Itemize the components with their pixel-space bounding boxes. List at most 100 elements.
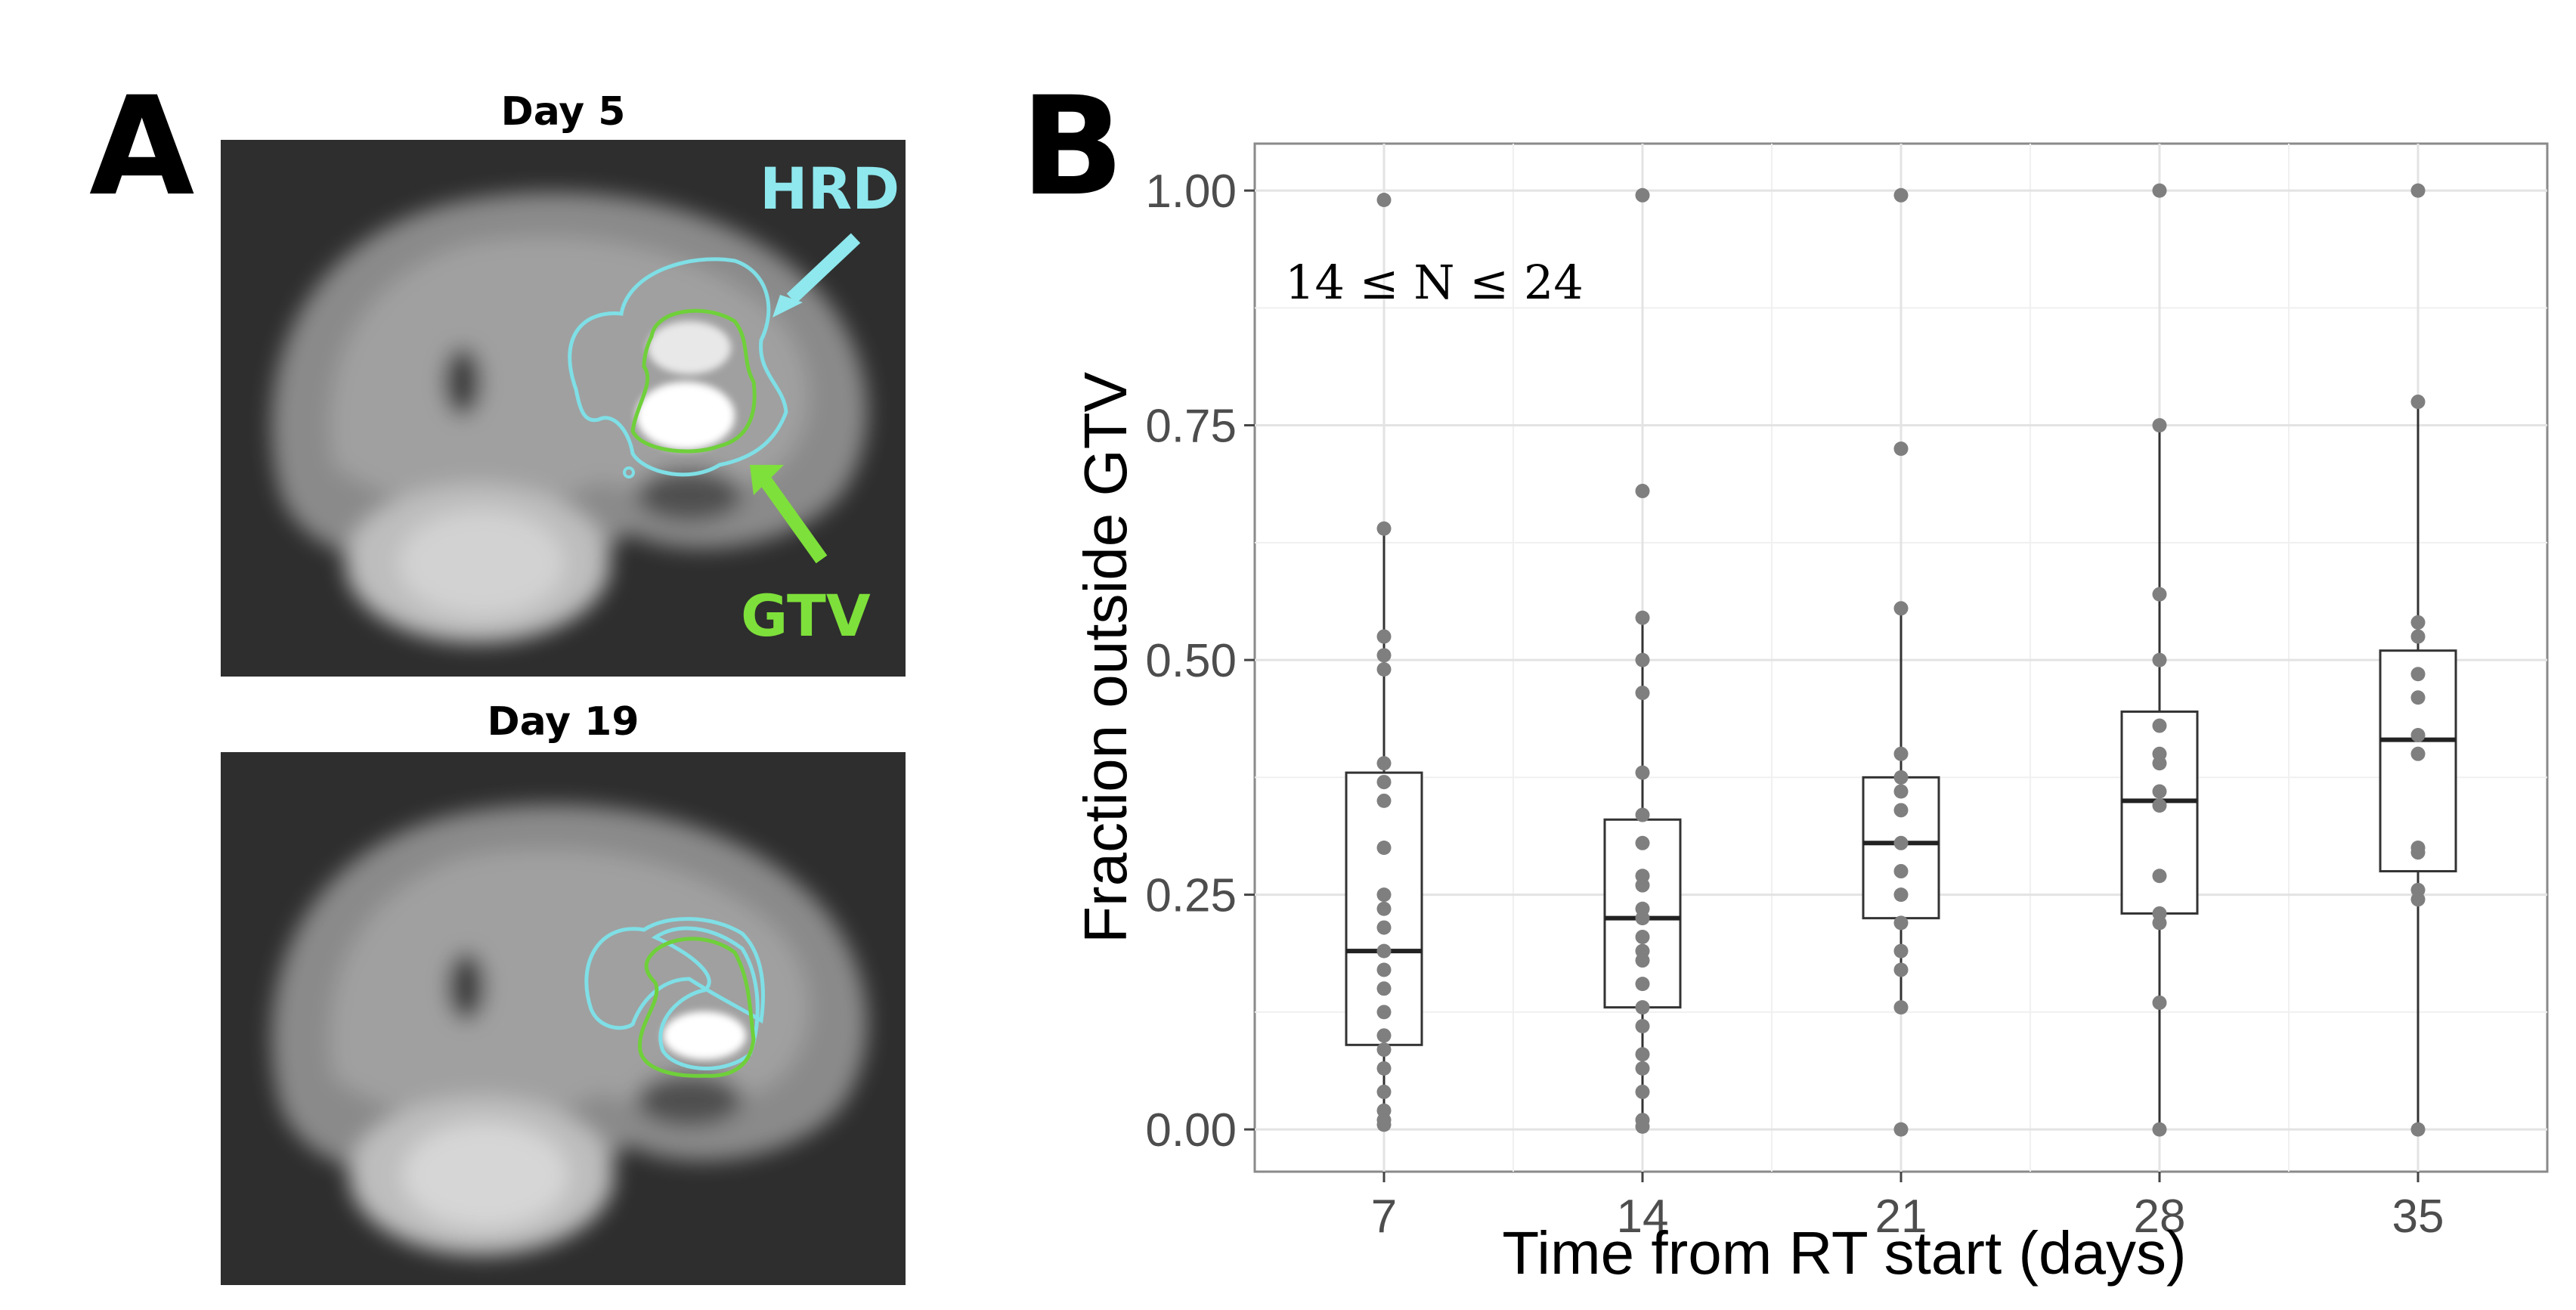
data-point	[1376, 193, 1392, 208]
data-points	[1376, 183, 2426, 1137]
data-point	[1635, 1084, 1650, 1099]
data-point	[1376, 662, 1392, 677]
data-point	[2152, 183, 2167, 198]
y-tick-label: 0.25	[1145, 870, 1237, 922]
x-tick-label: 21	[1875, 1191, 1927, 1243]
data-point	[2152, 869, 2167, 884]
data-point	[1376, 521, 1392, 536]
data-point	[2410, 746, 2426, 761]
data-point	[1893, 770, 1909, 785]
data-point	[1893, 962, 1909, 977]
data-point	[2152, 915, 2167, 931]
x-axis: 7 14 21 28 35	[1371, 1172, 2444, 1243]
x-tick-label: 7	[1371, 1191, 1397, 1243]
data-point	[2410, 667, 2426, 682]
data-point	[2410, 727, 2426, 742]
data-point	[1376, 1117, 1392, 1132]
data-point	[1893, 746, 1909, 761]
mri-scan-day-5	[221, 140, 906, 677]
data-point	[1376, 756, 1392, 771]
x-tick-label: 14	[1617, 1191, 1669, 1243]
data-point	[1635, 484, 1650, 499]
scan-title-day-5: Day 5	[500, 89, 626, 135]
data-point	[1635, 1061, 1650, 1076]
data-point	[1376, 962, 1392, 977]
data-point	[1893, 943, 1909, 958]
data-point	[1635, 686, 1650, 701]
data-point	[1635, 1047, 1650, 1062]
box-plot-chart: 0.00 0.25 0.50 0.75 1.00 7 14 21 28 35 14 ≤ N ≤ …	[1072, 142, 2549, 1287]
x-axis-label: Time from RT start (days)	[1502, 1219, 2186, 1287]
mri-scan-day-19	[221, 752, 906, 1285]
data-point	[1635, 610, 1650, 625]
panel-a-letter: A	[89, 68, 195, 226]
data-point	[1893, 835, 1909, 850]
data-point	[2410, 183, 2426, 198]
data-point	[2152, 784, 2167, 799]
data-point	[1635, 835, 1650, 850]
data-point	[1376, 920, 1392, 935]
data-point	[1635, 807, 1650, 822]
data-point	[1893, 803, 1909, 818]
data-point	[1635, 878, 1650, 893]
data-point	[2152, 418, 2167, 433]
data-point	[1376, 901, 1392, 916]
data-point	[1376, 629, 1392, 644]
panel-b-letter: B	[1020, 68, 1125, 226]
data-point	[1893, 187, 1909, 203]
y-tick-label: 1.00	[1145, 166, 1237, 218]
data-point	[2410, 690, 2426, 705]
data-point	[1376, 943, 1392, 958]
data-point	[1376, 1084, 1392, 1099]
data-point	[1376, 1005, 1392, 1020]
data-point	[1376, 793, 1392, 808]
data-point	[1376, 775, 1392, 790]
data-point	[1376, 841, 1392, 856]
data-point	[2152, 587, 2167, 602]
data-point	[2152, 756, 2167, 771]
hrd-annotation: HRD	[760, 155, 900, 222]
data-point	[1635, 911, 1650, 926]
sample-size-annotation: 14 ≤ N ≤ 24	[1285, 255, 1584, 310]
y-axis-label: Fraction outside GTV	[1072, 371, 1139, 943]
y-tick-label: 0.00	[1145, 1104, 1237, 1157]
data-point	[2410, 395, 2426, 410]
gtv-annotation: GTV	[741, 582, 871, 649]
data-point	[2410, 845, 2426, 860]
data-point	[2152, 798, 2167, 813]
data-point	[1635, 953, 1650, 968]
data-point	[1376, 1042, 1392, 1058]
data-point	[1893, 601, 1909, 616]
scan-title-day-19: Day 19	[487, 699, 639, 745]
y-tick-label: 0.50	[1145, 635, 1237, 687]
data-point	[1376, 648, 1392, 663]
data-point	[1376, 1061, 1392, 1076]
data-point	[1635, 929, 1650, 944]
data-point	[1635, 1000, 1650, 1015]
data-point	[1376, 887, 1392, 903]
data-point	[2410, 615, 2426, 630]
data-point	[1893, 784, 1909, 799]
data-point	[1635, 765, 1650, 780]
data-point	[1635, 977, 1650, 992]
data-point	[2152, 718, 2167, 733]
data-point	[2410, 892, 2426, 907]
data-point	[2152, 995, 2167, 1010]
x-tick-label: 28	[2134, 1191, 2186, 1243]
data-point	[2410, 1122, 2426, 1137]
x-tick-label: 35	[2392, 1191, 2444, 1243]
data-point	[1635, 187, 1650, 203]
data-point	[1893, 1122, 1909, 1137]
data-point	[1376, 1028, 1392, 1043]
data-point	[2152, 1122, 2167, 1137]
data-point	[1893, 887, 1909, 903]
data-point	[1893, 441, 1909, 457]
data-point	[1376, 981, 1392, 996]
data-point	[1893, 1000, 1909, 1015]
data-point	[2152, 652, 2167, 667]
data-point	[1635, 1018, 1650, 1033]
y-axis: 0.00 0.25 0.50 0.75 1.00	[1145, 166, 1255, 1157]
data-point	[1893, 915, 1909, 931]
y-tick-label: 0.75	[1145, 401, 1237, 453]
data-point	[1635, 1119, 1650, 1134]
